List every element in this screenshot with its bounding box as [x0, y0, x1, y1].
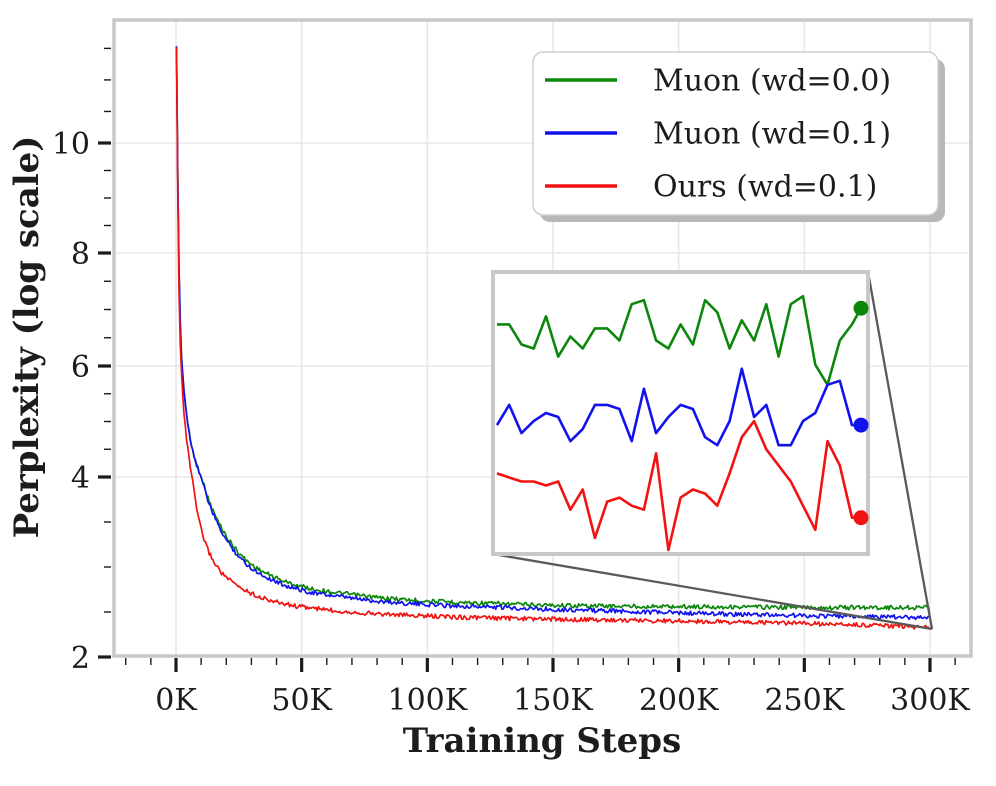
legend-box	[532, 51, 939, 216]
x-tick-label: 150K	[513, 683, 593, 718]
y-axis-label: Perplexity (log scale)	[7, 136, 47, 539]
y-tick-label: 4	[71, 461, 90, 496]
x-tick-label: 250K	[764, 683, 844, 718]
x-tick-label: 0K	[155, 683, 197, 718]
inset-final-point-dot	[853, 417, 869, 433]
plot-border	[112, 18, 973, 658]
inset-curve	[495, 367, 861, 447]
training-curves	[175, 46, 931, 630]
legend-label: Muon (wd=0.1)	[653, 117, 891, 152]
inset-curve	[497, 294, 863, 387]
connector-line-left	[492, 552, 933, 631]
y-tick-label: 8	[71, 237, 90, 272]
y-tick-label: 2	[71, 641, 90, 676]
zoom-inset	[491, 270, 870, 556]
legend-label: Ours (wd=0.1)	[653, 170, 877, 205]
x-tick-label: 200K	[639, 683, 719, 718]
y-tick-label: 6	[71, 350, 90, 385]
x-tick-label: 50K	[271, 683, 332, 718]
y-tick-label: 10	[52, 127, 90, 162]
inset-final-point-dot	[853, 300, 869, 316]
inset-box	[491, 270, 870, 556]
x-axis-label: Training Steps	[403, 721, 681, 761]
x-tick-label: 100K	[387, 683, 467, 718]
legend-label: Muon (wd=0.0)	[653, 64, 891, 99]
legend: Muon (wd=0.0) Muon (wd=0.1) Ours (wd=0.1)	[532, 51, 945, 222]
curve-muon-1	[175, 46, 930, 621]
inset-curve	[496, 419, 861, 552]
curve-muon-0	[175, 46, 931, 611]
connector-line-right	[866, 271, 934, 630]
inset-final-point-dot	[853, 510, 869, 526]
x-tick-label: 300K	[890, 683, 970, 718]
axes-and-ticks: 0K 50K 100K 150K 200K 250K 300K 2 4 6 8 10	[52, 18, 973, 718]
curve-ours	[175, 47, 930, 630]
zoom-connector-lines	[492, 271, 934, 631]
